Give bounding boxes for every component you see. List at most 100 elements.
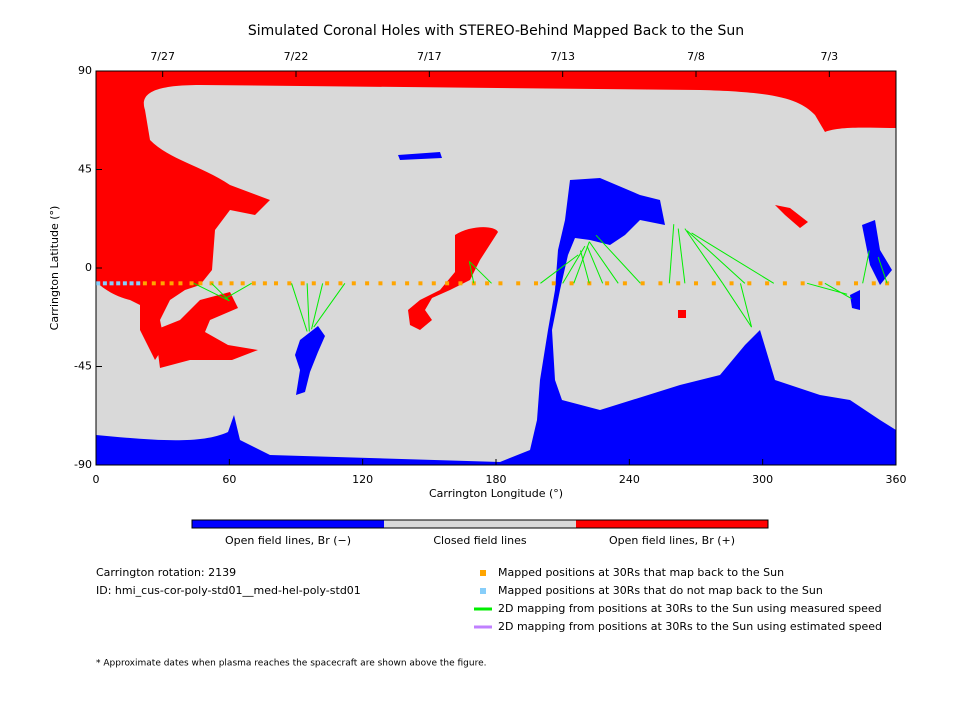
mapped-position <box>458 281 463 286</box>
mapping-line <box>722 283 752 328</box>
x-tick-label: 60 <box>222 473 236 486</box>
x-tick-label: 300 <box>752 473 773 486</box>
x-axis-label: Carrington Longitude (°) <box>429 487 563 500</box>
legend-marker <box>480 570 486 576</box>
mapping-line <box>806 282 848 295</box>
mapped-position <box>711 281 716 286</box>
y-axis-label: Carrington Latitude (°) <box>48 206 61 331</box>
mapped-position <box>391 281 396 286</box>
mapped-position <box>122 281 127 286</box>
mapped-position <box>365 281 370 286</box>
mapped-position <box>142 281 147 286</box>
chart-title: Simulated Coronal Holes with STEREO-Behi… <box>248 23 744 39</box>
mapped-position <box>178 281 183 286</box>
mapping-line <box>739 283 753 328</box>
mapped-position <box>534 281 538 286</box>
mapped-position <box>287 281 292 286</box>
mapped-position <box>485 281 490 286</box>
x-tick-label: 180 <box>486 473 507 486</box>
mapping-line <box>677 228 686 284</box>
mapped-position <box>445 281 450 286</box>
mapping-line <box>686 230 746 284</box>
id-text: ID: hmi_cus-cor-poly-std01__med-hel-poly… <box>96 584 361 597</box>
mapping-line <box>684 228 724 284</box>
mapping-line <box>311 283 324 330</box>
mapped-position <box>300 281 305 286</box>
mapping-line <box>306 283 310 332</box>
mapping-line <box>468 261 492 284</box>
mapping-line <box>586 245 604 284</box>
mapping-line <box>691 232 775 284</box>
mapping-line <box>224 282 252 300</box>
legend-label: 2D mapping from positions at 30Rs to the… <box>498 602 882 615</box>
legend-label: Mapped positions at 30Rs that map back t… <box>498 566 784 579</box>
legend-label: 2D mapping from positions at 30Rs to the… <box>498 620 882 633</box>
mapped-position <box>782 281 787 286</box>
mapped-position <box>378 281 383 286</box>
footnote: * Approximate dates when plasma reaches … <box>96 659 487 669</box>
mapping-line <box>588 241 619 284</box>
negative-region <box>96 178 896 465</box>
mapped-position <box>136 281 141 286</box>
colorbar-segment <box>384 520 576 528</box>
mapped-position <box>551 281 556 286</box>
x-tick-label: 240 <box>619 473 640 486</box>
rotation-text: Carrington rotation: 2139 <box>96 566 236 579</box>
mapped-position <box>605 281 610 286</box>
mapping-line <box>877 256 888 284</box>
mapped-position <box>198 281 203 286</box>
y-tick-label: -90 <box>74 458 92 471</box>
mapped-position <box>311 281 316 286</box>
mapped-position <box>431 281 436 286</box>
colorbar-label: Open field lines, Br (+) <box>609 534 735 547</box>
mapped-position <box>569 281 574 286</box>
mapping-line <box>291 283 308 332</box>
map <box>96 71 896 465</box>
mapped-position <box>694 281 698 286</box>
top-tick-label: 7/3 <box>820 50 838 63</box>
y-tick-label: -45 <box>74 360 92 373</box>
colorbar-frame <box>191 519 769 529</box>
colorbar-segment <box>576 520 768 528</box>
mapped-position <box>229 281 234 286</box>
top-tick-label: 7/13 <box>550 50 575 63</box>
mapped-position <box>274 281 278 286</box>
mapping-line <box>824 282 852 300</box>
mapped-position <box>151 281 156 286</box>
top-tick-label: 7/22 <box>284 50 309 63</box>
legend-label: Mapped positions at 30Rs that do not map… <box>498 584 823 597</box>
mapped-position <box>747 281 752 286</box>
mapped-position <box>129 281 134 286</box>
mapping-line <box>579 250 590 284</box>
mapped-position <box>658 281 663 286</box>
mapped-position <box>240 281 245 286</box>
mapped-position <box>800 281 805 286</box>
positive-region <box>408 227 498 330</box>
mapping-line <box>862 250 870 284</box>
mapped-position <box>338 281 343 286</box>
mapped-position <box>516 281 521 286</box>
positive-region <box>96 71 896 360</box>
mapped-position <box>871 281 876 286</box>
x-tick-label: 0 <box>93 473 100 486</box>
mapped-position <box>622 281 627 286</box>
mapped-position <box>765 281 770 286</box>
mapped-position <box>160 281 165 286</box>
y-tick-label: 90 <box>78 64 92 77</box>
mapped-position <box>729 281 734 286</box>
y-tick-label: 0 <box>85 261 92 274</box>
mapped-position <box>102 281 107 286</box>
mapped-position <box>262 281 267 286</box>
top-tick-label: 7/27 <box>150 50 175 63</box>
mapping-line <box>595 234 641 284</box>
colorbar-segment <box>192 520 384 528</box>
mapping-line <box>668 224 675 284</box>
x-tick-label: 360 <box>886 473 907 486</box>
mapped-position <box>836 281 841 286</box>
mapped-position <box>251 281 256 286</box>
mapping-line <box>468 261 475 284</box>
mapping-line <box>540 254 579 284</box>
top-tick-label: 7/17 <box>417 50 442 63</box>
colorbar-label: Closed field lines <box>433 534 527 547</box>
